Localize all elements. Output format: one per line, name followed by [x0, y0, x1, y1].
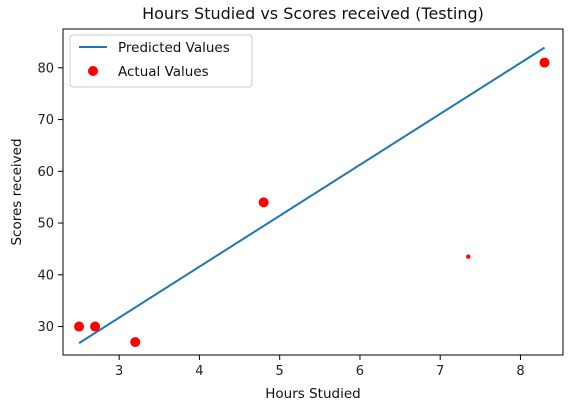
legend-swatch-actual [88, 66, 98, 76]
x-tick-label: 5 [276, 364, 284, 379]
x-tick-label: 7 [436, 364, 444, 379]
actual-value-point [90, 321, 101, 332]
y-tick-label: 80 [37, 61, 54, 76]
plot-frame [62, 28, 564, 356]
y-tick-label: 40 [37, 268, 54, 283]
y-tick-label: 70 [37, 113, 54, 128]
legend-box [69, 34, 253, 88]
y-axis-ticks: 30 40 50 60 70 80 [37, 61, 63, 335]
x-tick-label: 8 [516, 364, 524, 379]
plot-area: 3 4 5 6 7 8 30 40 50 60 70 80 [37, 28, 564, 379]
y-tick-label: 60 [37, 165, 54, 180]
x-axis-ticks: 3 4 5 6 7 8 [115, 355, 525, 379]
y-axis-label: Scores received [9, 138, 25, 245]
legend-label-predicted: Predicted Values [118, 40, 230, 56]
y-tick-label: 50 [37, 217, 54, 232]
x-tick-label: 4 [195, 364, 203, 379]
legend: Predicted Values Actual Values [69, 34, 253, 88]
chart-title: Hours Studied vs Scores received (Testin… [142, 4, 484, 23]
x-axis-label: Hours Studied [265, 386, 360, 402]
predicted-values-line [78, 46, 546, 344]
stray-marker-point [466, 254, 471, 259]
actual-value-point [74, 321, 85, 332]
actual-value-point [258, 197, 269, 208]
legend-label-actual: Actual Values [118, 64, 209, 80]
y-tick-label: 30 [37, 320, 54, 335]
x-tick-label: 6 [356, 364, 364, 379]
series-layer [74, 46, 550, 348]
actual-value-point [539, 57, 550, 68]
actual-value-point [130, 337, 141, 348]
x-tick-label: 3 [115, 364, 123, 379]
